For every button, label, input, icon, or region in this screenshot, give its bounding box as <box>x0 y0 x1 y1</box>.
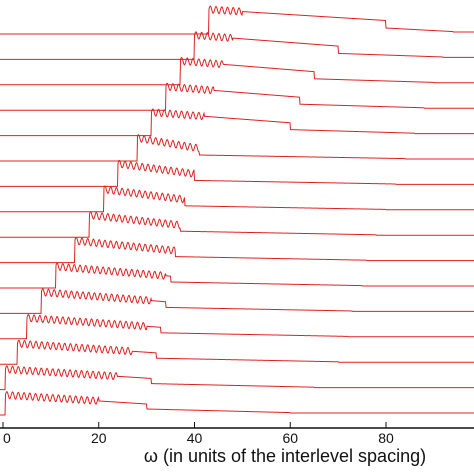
spectrum-trace <box>0 391 474 416</box>
x-tick-label: 60 <box>282 430 298 446</box>
x-tick-label: 0 <box>3 430 11 446</box>
spectrum-trace <box>0 237 474 264</box>
spectrum-trace <box>0 108 474 137</box>
x-axis-ticks: 0 20 40 60 80 <box>2 422 394 446</box>
spectrum-trace <box>0 159 474 187</box>
spectrum-trace <box>0 288 474 314</box>
x-tick-label: 40 <box>187 430 203 446</box>
spectrum-trace <box>0 262 474 289</box>
spectrum-trace <box>0 82 474 111</box>
x-tick-label: 80 <box>378 430 394 446</box>
spectrum-trace <box>0 31 474 60</box>
spectrum-trace <box>0 365 474 391</box>
spectrum-trace <box>0 313 474 340</box>
spectrum-trace <box>0 5 474 35</box>
x-tick-label: 20 <box>91 430 107 446</box>
spectrum-trace <box>0 56 474 86</box>
spectrum-trace <box>0 134 474 162</box>
spectra-traces <box>0 5 474 416</box>
spectrum-trace <box>0 211 474 238</box>
spectrum-trace <box>0 339 474 365</box>
spectrum-trace <box>0 185 474 213</box>
x-axis-title: ω (in units of the interlevel spacing) <box>144 446 426 466</box>
